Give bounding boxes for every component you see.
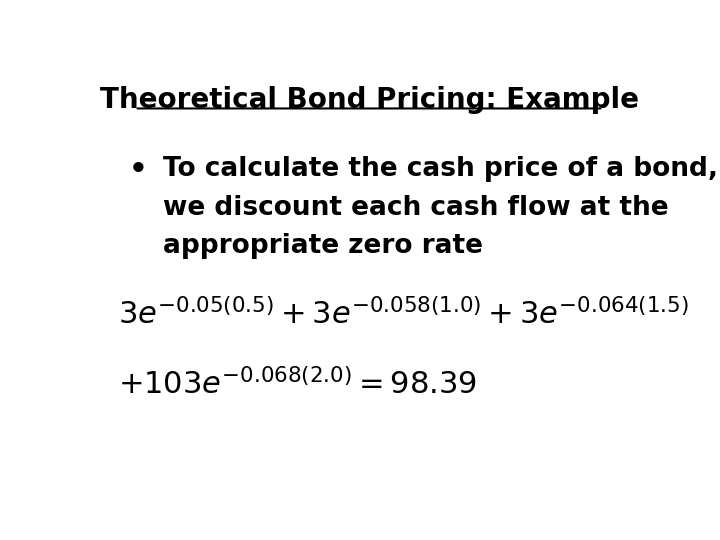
Text: Theoretical Bond Pricing: Example: Theoretical Bond Pricing: Example [99, 85, 639, 113]
Text: appropriate zero rate: appropriate zero rate [163, 233, 482, 259]
Text: $+103e^{-0.068(2.0)} = 98.39$: $+103e^{-0.068(2.0)} = 98.39$ [118, 368, 477, 400]
Text: •: • [129, 156, 148, 184]
Text: we discount each cash flow at the: we discount each cash flow at the [163, 194, 668, 220]
Text: To calculate the cash price of a bond, B,: To calculate the cash price of a bond, B… [163, 156, 720, 183]
Text: $3e^{-0.05(0.5)} + 3e^{-0.058(1.0)} + 3e^{-0.064(1.5)}$: $3e^{-0.05(0.5)} + 3e^{-0.058(1.0)} + 3e… [118, 298, 688, 329]
